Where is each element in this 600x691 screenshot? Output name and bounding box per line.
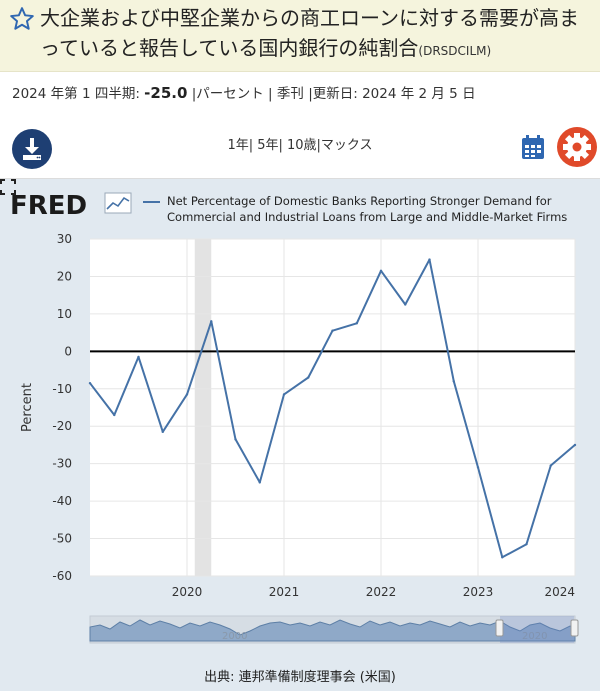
navigator-area — [89, 619, 576, 642]
navigator-label-2020: 2020 — [522, 631, 547, 642]
fullscreen-icon[interactable] — [0, 179, 16, 195]
data-point — [234, 438, 237, 441]
series-code: (DRSDCILM) — [418, 44, 492, 58]
data-point — [428, 258, 431, 261]
navigator-handle-left[interactable] — [495, 619, 504, 637]
data-point — [573, 443, 577, 447]
data-point — [282, 393, 286, 396]
gear-icon — [563, 133, 591, 161]
navigator-selection[interactable] — [500, 616, 574, 643]
data-point — [501, 556, 504, 559]
recession-band — [194, 239, 212, 576]
fred-chart-icon — [104, 192, 132, 214]
data-point — [525, 542, 528, 546]
header-bar: 大企業および中堅企業からの商工ローンに対する需要が高まっていると報告している国内… — [0, 0, 600, 72]
fred-logo: FRED — [10, 191, 87, 221]
data-point — [549, 464, 552, 467]
navigator[interactable]: 2000 2020 — [89, 615, 579, 644]
download-icon — [23, 138, 41, 160]
navigator-handle-right[interactable] — [570, 619, 579, 637]
data-point — [88, 381, 92, 385]
data-point — [113, 413, 116, 417]
y-tick-label: -60 — [52, 569, 72, 583]
period-label: 2024 年第 1 四半期: — [12, 86, 140, 102]
data-point — [331, 329, 334, 332]
chart-toolbar: 1年| 5年| 10歳|マックス — [0, 118, 600, 179]
latest-value: -25.0 — [144, 84, 188, 102]
x-tick-label: 2020 — [172, 585, 203, 599]
plot-area — [90, 239, 575, 576]
data-point — [307, 376, 310, 379]
line-chart: FRED Net Percentage of Domestic Banks Re… — [10, 191, 579, 644]
x-tick-label: 2021 — [269, 585, 300, 599]
y-tick-label: 20 — [57, 269, 72, 283]
observation-meta: 2024 年第 1 四半期: -25.0 |パーセント | 季刊 |更新日: 2… — [12, 82, 476, 102]
source-note: 出典: 連邦準備制度理事会 (米国) — [204, 670, 396, 685]
data-point — [379, 269, 383, 273]
legend-line-2: Commercial and Industrial Loans from Lar… — [167, 210, 567, 224]
chart-container: FRED Net Percentage of Domestic Banks Re… — [0, 179, 600, 691]
data-point — [137, 355, 140, 359]
y-tick-label: -30 — [52, 457, 72, 471]
data-point — [476, 466, 480, 469]
x-tick-label: 2023 — [463, 585, 494, 599]
data-point — [185, 393, 189, 396]
title-text: 大企業および中堅企業からの商工ローンに対する需要が高まっていると報告している国内… — [40, 6, 579, 60]
data-point — [210, 320, 213, 323]
data-point — [452, 380, 455, 383]
download-button[interactable] — [12, 129, 52, 169]
navigator-label-2000: 2000 — [222, 631, 247, 642]
y-tick-label: 30 — [57, 232, 72, 246]
legend-line-1: Net Percentage of Domestic Banks Reporti… — [167, 194, 552, 208]
page-title: 大企業および中堅企業からの商工ローンに対する需要が高まっていると報告している国内… — [40, 3, 595, 66]
y-tick-label: -50 — [52, 532, 72, 546]
data-point — [355, 322, 358, 325]
y-axis-label: Percent — [20, 383, 35, 432]
y-tick-label: 0 — [64, 344, 72, 358]
settings-button[interactable] — [557, 127, 597, 167]
y-tick-label: 10 — [57, 307, 72, 321]
calendar-icon[interactable] — [519, 133, 547, 161]
data-point — [161, 430, 164, 434]
range-selector[interactable]: 1年| 5年| 10歳|マックス — [227, 138, 373, 153]
data-point — [258, 481, 261, 484]
y-tick-label: -20 — [52, 419, 72, 433]
star-icon[interactable] — [9, 6, 35, 32]
units-and-update: |パーセント | 季刊 |更新日: 2024 年 2 月 5 日 — [191, 86, 476, 102]
y-tick-label: -10 — [52, 382, 72, 396]
x-tick-label: 2022 — [366, 585, 397, 599]
data-point — [404, 303, 407, 306]
y-tick-label: -40 — [52, 494, 72, 508]
x-tick-label: 2024 — [544, 585, 575, 599]
